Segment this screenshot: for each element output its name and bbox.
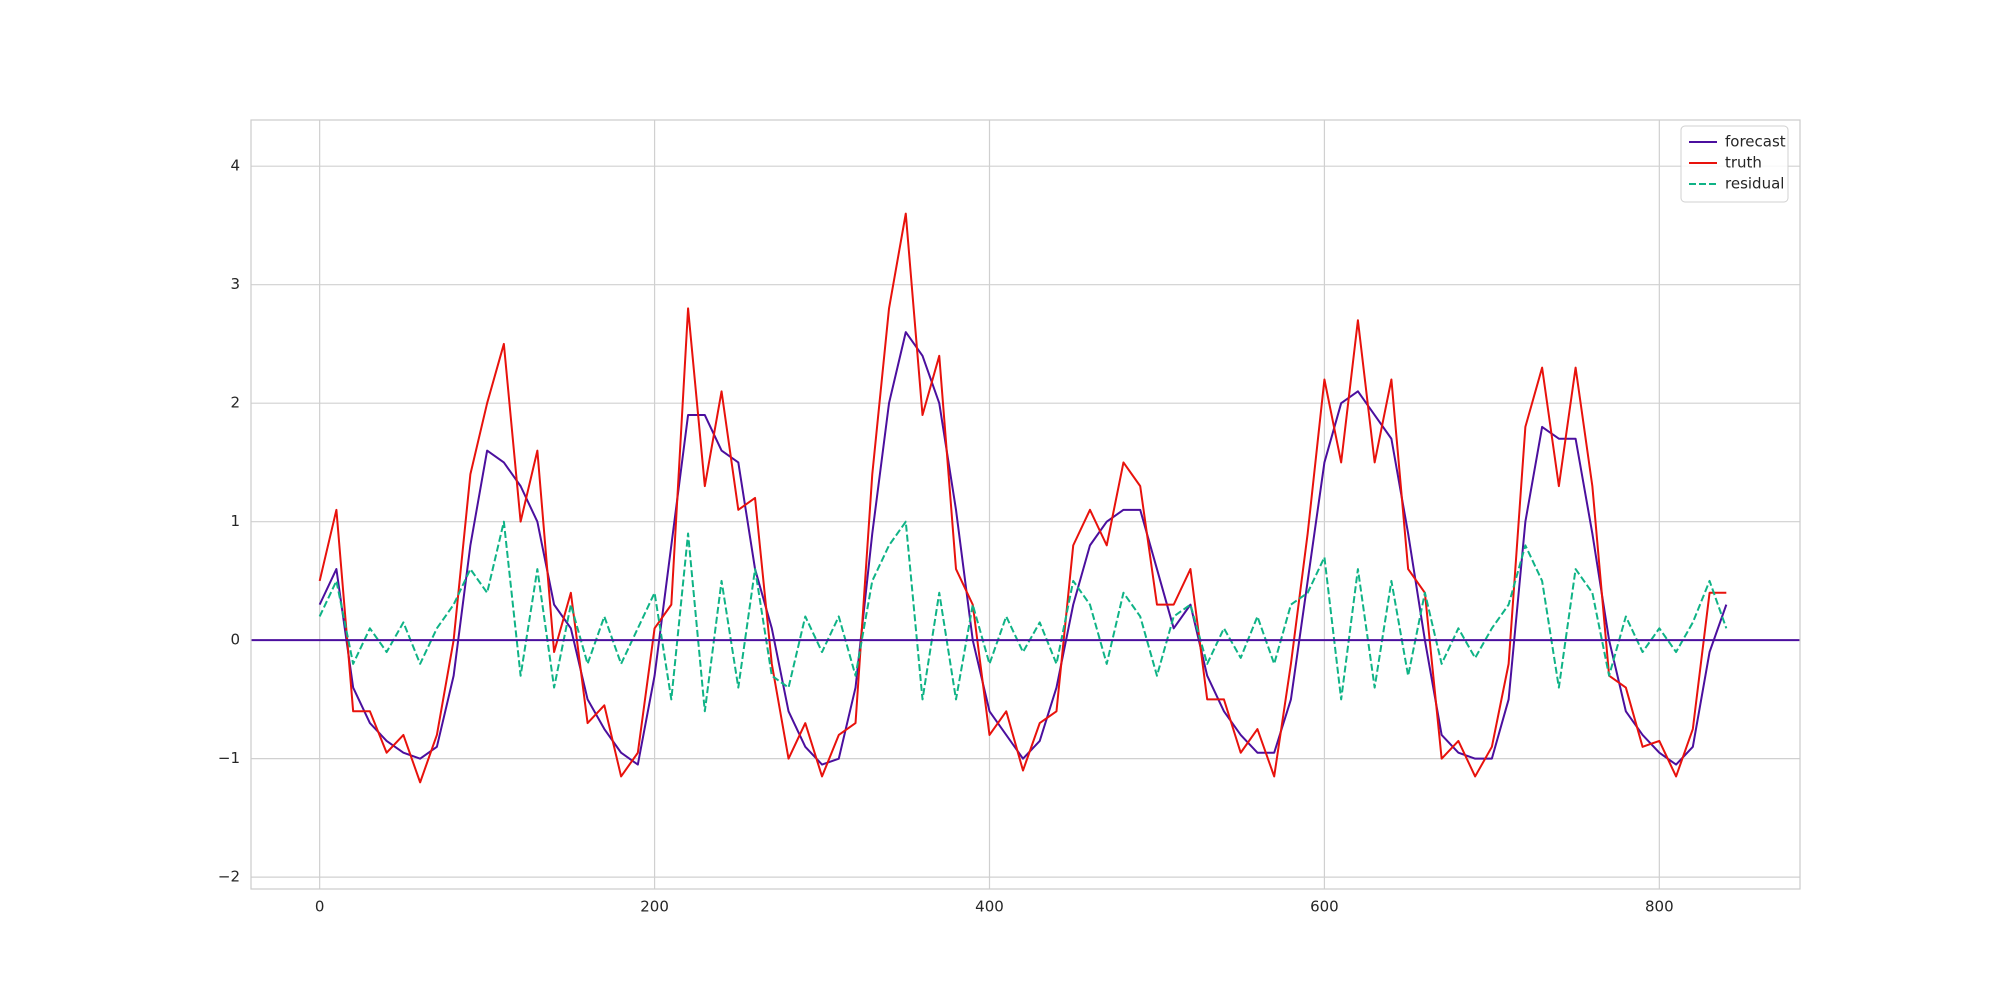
plot-frame [250, 119, 1801, 890]
x-tick-label: 0 [315, 898, 325, 916]
series-line [318, 212, 1727, 784]
x-tick-label: 600 [1310, 898, 1339, 916]
y-tick-label: 2 [230, 394, 240, 412]
y-tick-label: 4 [230, 157, 240, 175]
y-tick-label: −1 [218, 749, 240, 767]
legend-box [1680, 125, 1789, 203]
series-line [318, 331, 1728, 766]
legend: forecast truth residual [1680, 125, 1789, 203]
x-tick-label: 800 [1645, 898, 1674, 916]
y-tick-label: 0 [230, 631, 240, 649]
y-tick-label: 3 [230, 275, 240, 293]
tick-labels: 0 200 400 600 800 −2 −1 0 1 2 3 4 [218, 157, 1674, 916]
legend-label: truth [1725, 154, 1762, 172]
y-tick-label: 1 [230, 512, 240, 530]
plot-lines [251, 212, 1800, 784]
x-tick-label: 400 [975, 898, 1004, 916]
x-tick-label: 200 [640, 898, 669, 916]
legend-label: forecast [1725, 133, 1786, 151]
legend-label: residual [1725, 175, 1784, 193]
series-line [318, 520, 1728, 713]
y-tick-label: −2 [218, 868, 240, 886]
